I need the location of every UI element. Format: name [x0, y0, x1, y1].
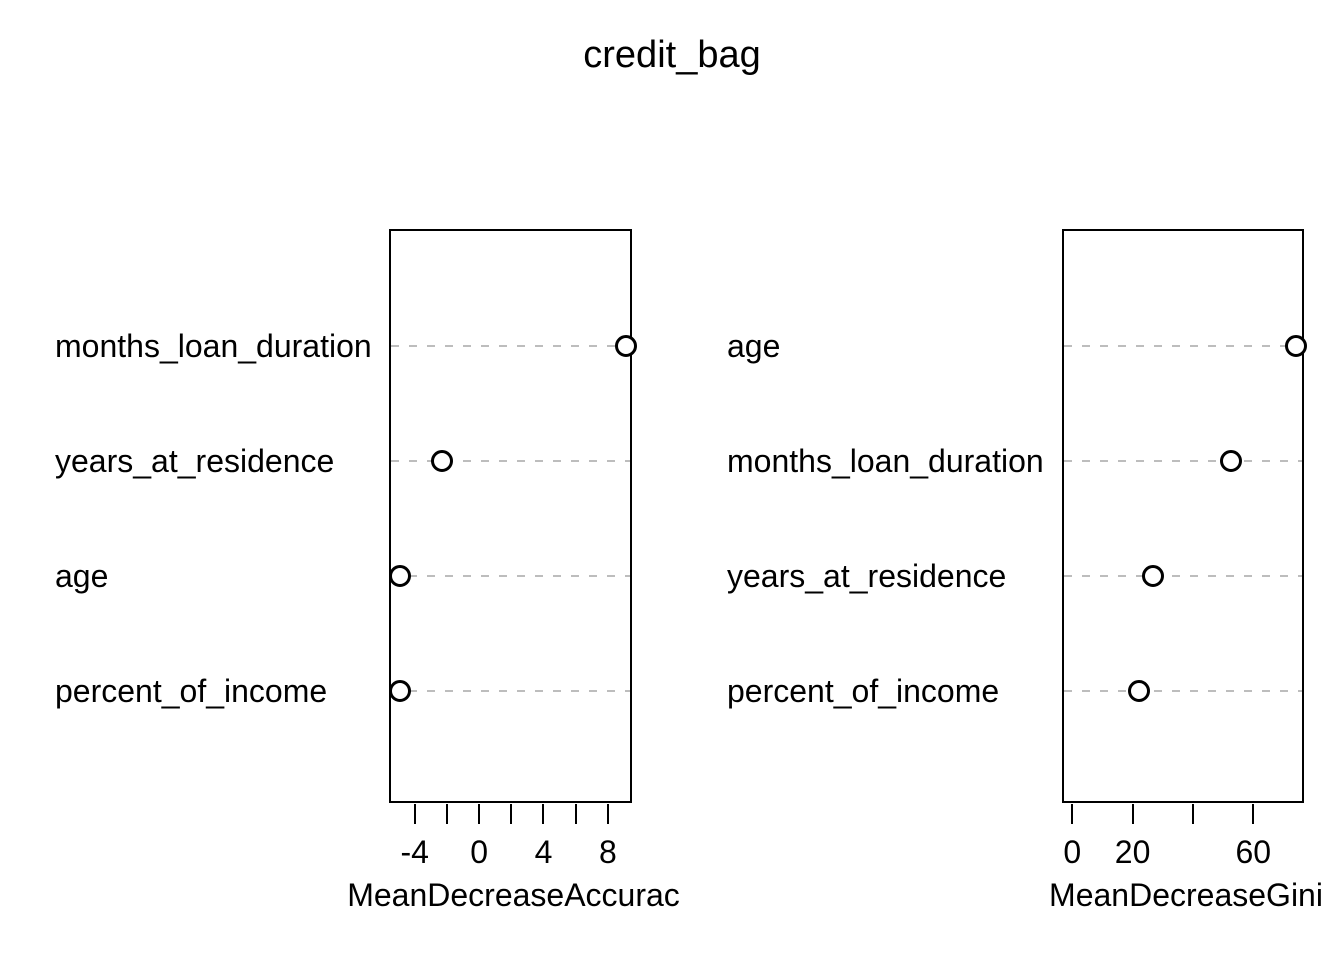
dotted-gridline [391, 459, 630, 462]
row-label: months_loan_duration [55, 327, 372, 364]
dotted-gridline [1064, 574, 1302, 577]
x-axis-tick [445, 804, 448, 824]
dotted-gridline [391, 344, 630, 347]
x-axis-tick [1191, 804, 1194, 824]
x-axis-tick [1131, 804, 1134, 824]
data-point [389, 564, 412, 587]
x-tick-label: 0 [1063, 834, 1082, 870]
x-tick-label: 20 [1114, 834, 1151, 870]
data-point [1127, 679, 1150, 702]
row-label: age [55, 557, 109, 594]
x-axis-tick [574, 804, 577, 824]
x-tick-label: 8 [598, 834, 617, 870]
x-axis-tick [1071, 804, 1074, 824]
x-tick-label: 4 [534, 834, 553, 870]
data-point [389, 679, 412, 702]
x-axis-tick [510, 804, 513, 824]
dotted-gridline [1064, 459, 1302, 462]
x-axis-tick [606, 804, 609, 824]
data-point [431, 449, 454, 472]
dotted-gridline [391, 689, 630, 692]
x-axis-label: MeanDecreaseAccurac [347, 877, 680, 913]
plot-box [1062, 229, 1304, 803]
dotted-gridline [1064, 689, 1302, 692]
x-tick-label: 60 [1235, 834, 1272, 870]
chart-title: credit_bag [583, 34, 761, 76]
row-label: years_at_residence [727, 557, 1007, 594]
row-label: months_loan_duration [727, 442, 1044, 479]
plot-box [389, 229, 632, 803]
data-point [1219, 449, 1242, 472]
data-point [614, 334, 637, 357]
x-axis-tick [542, 804, 545, 824]
data-point [1141, 564, 1164, 587]
dotted-gridline [1064, 344, 1302, 347]
row-label: years_at_residence [55, 442, 335, 479]
row-label: percent_of_income [727, 672, 1000, 709]
x-axis-tick [1252, 804, 1255, 824]
x-axis-tick [413, 804, 416, 824]
data-point [1284, 334, 1307, 357]
row-label: percent_of_income [55, 672, 328, 709]
x-tick-label: -4 [400, 834, 429, 870]
x-tick-label: 0 [470, 834, 489, 870]
row-label: age [727, 327, 781, 364]
dotted-gridline [391, 574, 630, 577]
x-axis-label: MeanDecreaseGini [1049, 877, 1323, 913]
x-axis-tick [478, 804, 481, 824]
